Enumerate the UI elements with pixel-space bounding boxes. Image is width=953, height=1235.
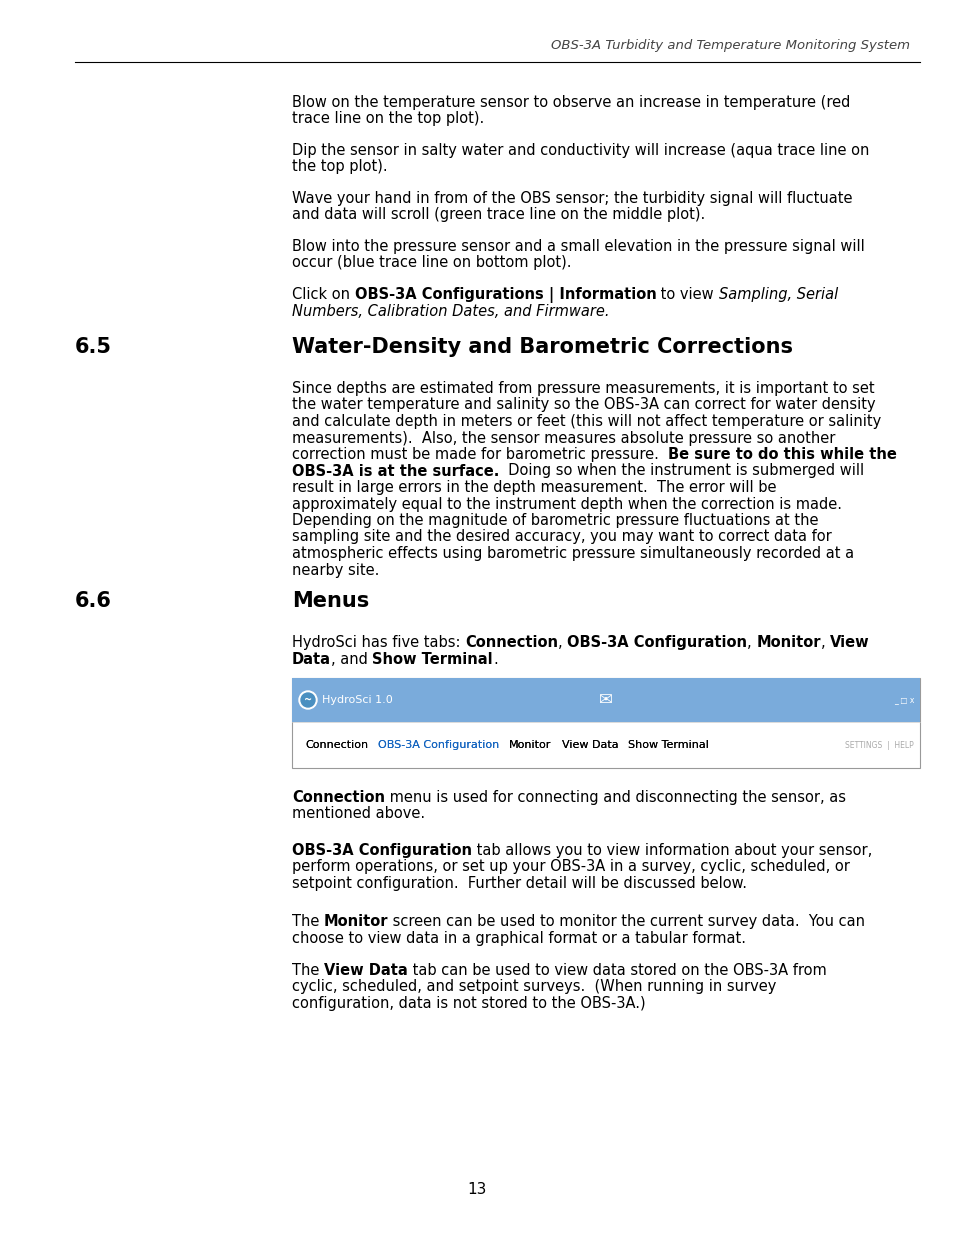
Text: result in large errors in the depth measurement.  The error will be: result in large errors in the depth meas… [292, 480, 776, 495]
Text: Monitor: Monitor [324, 914, 388, 929]
Text: OBS-3A Turbidity and Temperature Monitoring System: OBS-3A Turbidity and Temperature Monitor… [551, 40, 909, 52]
Text: ~: ~ [304, 695, 312, 705]
Text: The: The [292, 914, 324, 929]
Text: and data will scroll (green trace line on the middle plot).: and data will scroll (green trace line o… [292, 207, 704, 222]
Bar [292, 678, 919, 722]
Text: OBS-3A Configuration: OBS-3A Configuration [567, 635, 746, 650]
Text: perform operations, or set up your OBS-3A in a survey, cyclic, scheduled, or: perform operations, or set up your OBS-3… [292, 860, 849, 874]
Text: Water-Density and Barometric Corrections: Water-Density and Barometric Corrections [292, 337, 792, 357]
Text: ✉: ✉ [598, 692, 612, 709]
Text: The: The [292, 963, 324, 978]
Text: nearby site.: nearby site. [292, 562, 379, 578]
Text: _ □ x: _ □ x [893, 695, 913, 704]
Text: Blow on the temperature sensor to observe an increase in temperature (red: Blow on the temperature sensor to observ… [292, 95, 849, 110]
Text: occur (blue trace line on bottom plot).: occur (blue trace line on bottom plot). [292, 256, 571, 270]
Text: HydroSci has five tabs:: HydroSci has five tabs: [292, 635, 465, 650]
Text: Numbers, Calibration Dates, and Firmware.: Numbers, Calibration Dates, and Firmware… [292, 304, 609, 319]
Text: Monitor: Monitor [756, 635, 821, 650]
Text: Be sure to do this while the: Be sure to do this while the [667, 447, 896, 462]
Text: OBS-3A Configuration: OBS-3A Configuration [377, 740, 498, 750]
Text: View Data: View Data [561, 740, 618, 750]
Text: the water temperature and salinity so the OBS-3A can correct for water density: the water temperature and salinity so th… [292, 398, 875, 412]
Text: setpoint configuration.  Further detail will be discussed below.: setpoint configuration. Further detail w… [292, 876, 746, 890]
Text: approximately equal to the instrument depth when the correction is made.: approximately equal to the instrument de… [292, 496, 841, 511]
Text: sampling site and the desired accuracy, you may want to correct data for: sampling site and the desired accuracy, … [292, 530, 831, 545]
Text: Click on: Click on [292, 287, 355, 303]
Text: 6.6: 6.6 [75, 592, 112, 611]
Text: OBS-3A is at the surface.: OBS-3A is at the surface. [292, 463, 498, 478]
Text: View Data: View Data [324, 963, 407, 978]
Text: View: View [829, 635, 869, 650]
Text: View Data: View Data [561, 740, 618, 750]
Text: mentioned above.: mentioned above. [292, 806, 425, 821]
Text: ,: , [558, 635, 567, 650]
Text: configuration, data is not stored to the OBS-3A.): configuration, data is not stored to the… [292, 995, 645, 1011]
Text: choose to view data in a graphical format or a tabular format.: choose to view data in a graphical forma… [292, 930, 745, 946]
Text: OBS-3A Configurations | Information: OBS-3A Configurations | Information [355, 287, 656, 303]
Text: 6.5: 6.5 [75, 337, 112, 357]
Text: correction must be made for barometric pressure.: correction must be made for barometric p… [292, 447, 667, 462]
Text: OBS-3A Configuration: OBS-3A Configuration [377, 740, 498, 750]
Text: Depending on the magnitude of barometric pressure fluctuations at the: Depending on the magnitude of barometric… [292, 513, 818, 529]
Text: Doing so when the instrument is submerged will: Doing so when the instrument is submerge… [498, 463, 863, 478]
Text: and calculate depth in meters or feet (this will not affect temperature or salin: and calculate depth in meters or feet (t… [292, 414, 881, 429]
Text: Connection: Connection [292, 790, 385, 805]
Text: ,: , [746, 635, 756, 650]
Text: OBS-3A Configuration: OBS-3A Configuration [292, 844, 472, 858]
Text: Blow into the pressure sensor and a small elevation in the pressure signal will: Blow into the pressure sensor and a smal… [292, 240, 863, 254]
Text: measurements).  Also, the sensor measures absolute pressure so another: measurements). Also, the sensor measures… [292, 431, 835, 446]
Text: Wave your hand in from of the OBS sensor; the turbidity signal will fluctuate: Wave your hand in from of the OBS sensor… [292, 191, 852, 206]
Text: cyclic, scheduled, and setpoint surveys.  (When running in survey: cyclic, scheduled, and setpoint surveys.… [292, 979, 776, 994]
Text: Connection: Connection [305, 740, 368, 750]
Text: HydroSci 1.0: HydroSci 1.0 [322, 695, 393, 705]
Text: atmospheric effects using barometric pressure simultaneously recorded at a: atmospheric effects using barometric pre… [292, 546, 853, 561]
Text: Dip the sensor in salty water and conductivity will increase (aqua trace line on: Dip the sensor in salty water and conduc… [292, 143, 868, 158]
Text: Monitor: Monitor [509, 740, 551, 750]
Text: to view: to view [656, 287, 718, 303]
Text: , and: , and [331, 652, 372, 667]
Text: Show Terminal: Show Terminal [372, 652, 493, 667]
Text: Menus: Menus [292, 592, 369, 611]
Text: screen can be used to monitor the current survey data.  You can: screen can be used to monitor the curren… [388, 914, 864, 929]
Text: Connection: Connection [465, 635, 558, 650]
Text: SETTINGS  |  HELP: SETTINGS | HELP [844, 741, 913, 750]
Text: menu is used for connecting and disconnecting the sensor, as: menu is used for connecting and disconne… [385, 790, 845, 805]
Text: tab can be used to view data stored on the OBS-3A from: tab can be used to view data stored on t… [407, 963, 825, 978]
Text: Show Terminal: Show Terminal [628, 740, 708, 750]
Text: ,: , [821, 635, 829, 650]
Text: the top plot).: the top plot). [292, 159, 387, 174]
Text: Connection: Connection [305, 740, 368, 750]
Text: Data: Data [292, 652, 331, 667]
Text: trace line on the top plot).: trace line on the top plot). [292, 111, 484, 126]
Text: .: . [493, 652, 497, 667]
Text: Monitor: Monitor [509, 740, 551, 750]
Circle shape [301, 693, 314, 706]
Circle shape [298, 692, 316, 709]
Bar [292, 678, 919, 768]
Text: 13: 13 [467, 1182, 486, 1197]
Text: Show Terminal: Show Terminal [628, 740, 708, 750]
Text: Since depths are estimated from pressure measurements, it is important to set: Since depths are estimated from pressure… [292, 382, 874, 396]
Text: Sampling, Serial: Sampling, Serial [718, 287, 837, 303]
Text: tab allows you to view information about your sensor,: tab allows you to view information about… [472, 844, 871, 858]
